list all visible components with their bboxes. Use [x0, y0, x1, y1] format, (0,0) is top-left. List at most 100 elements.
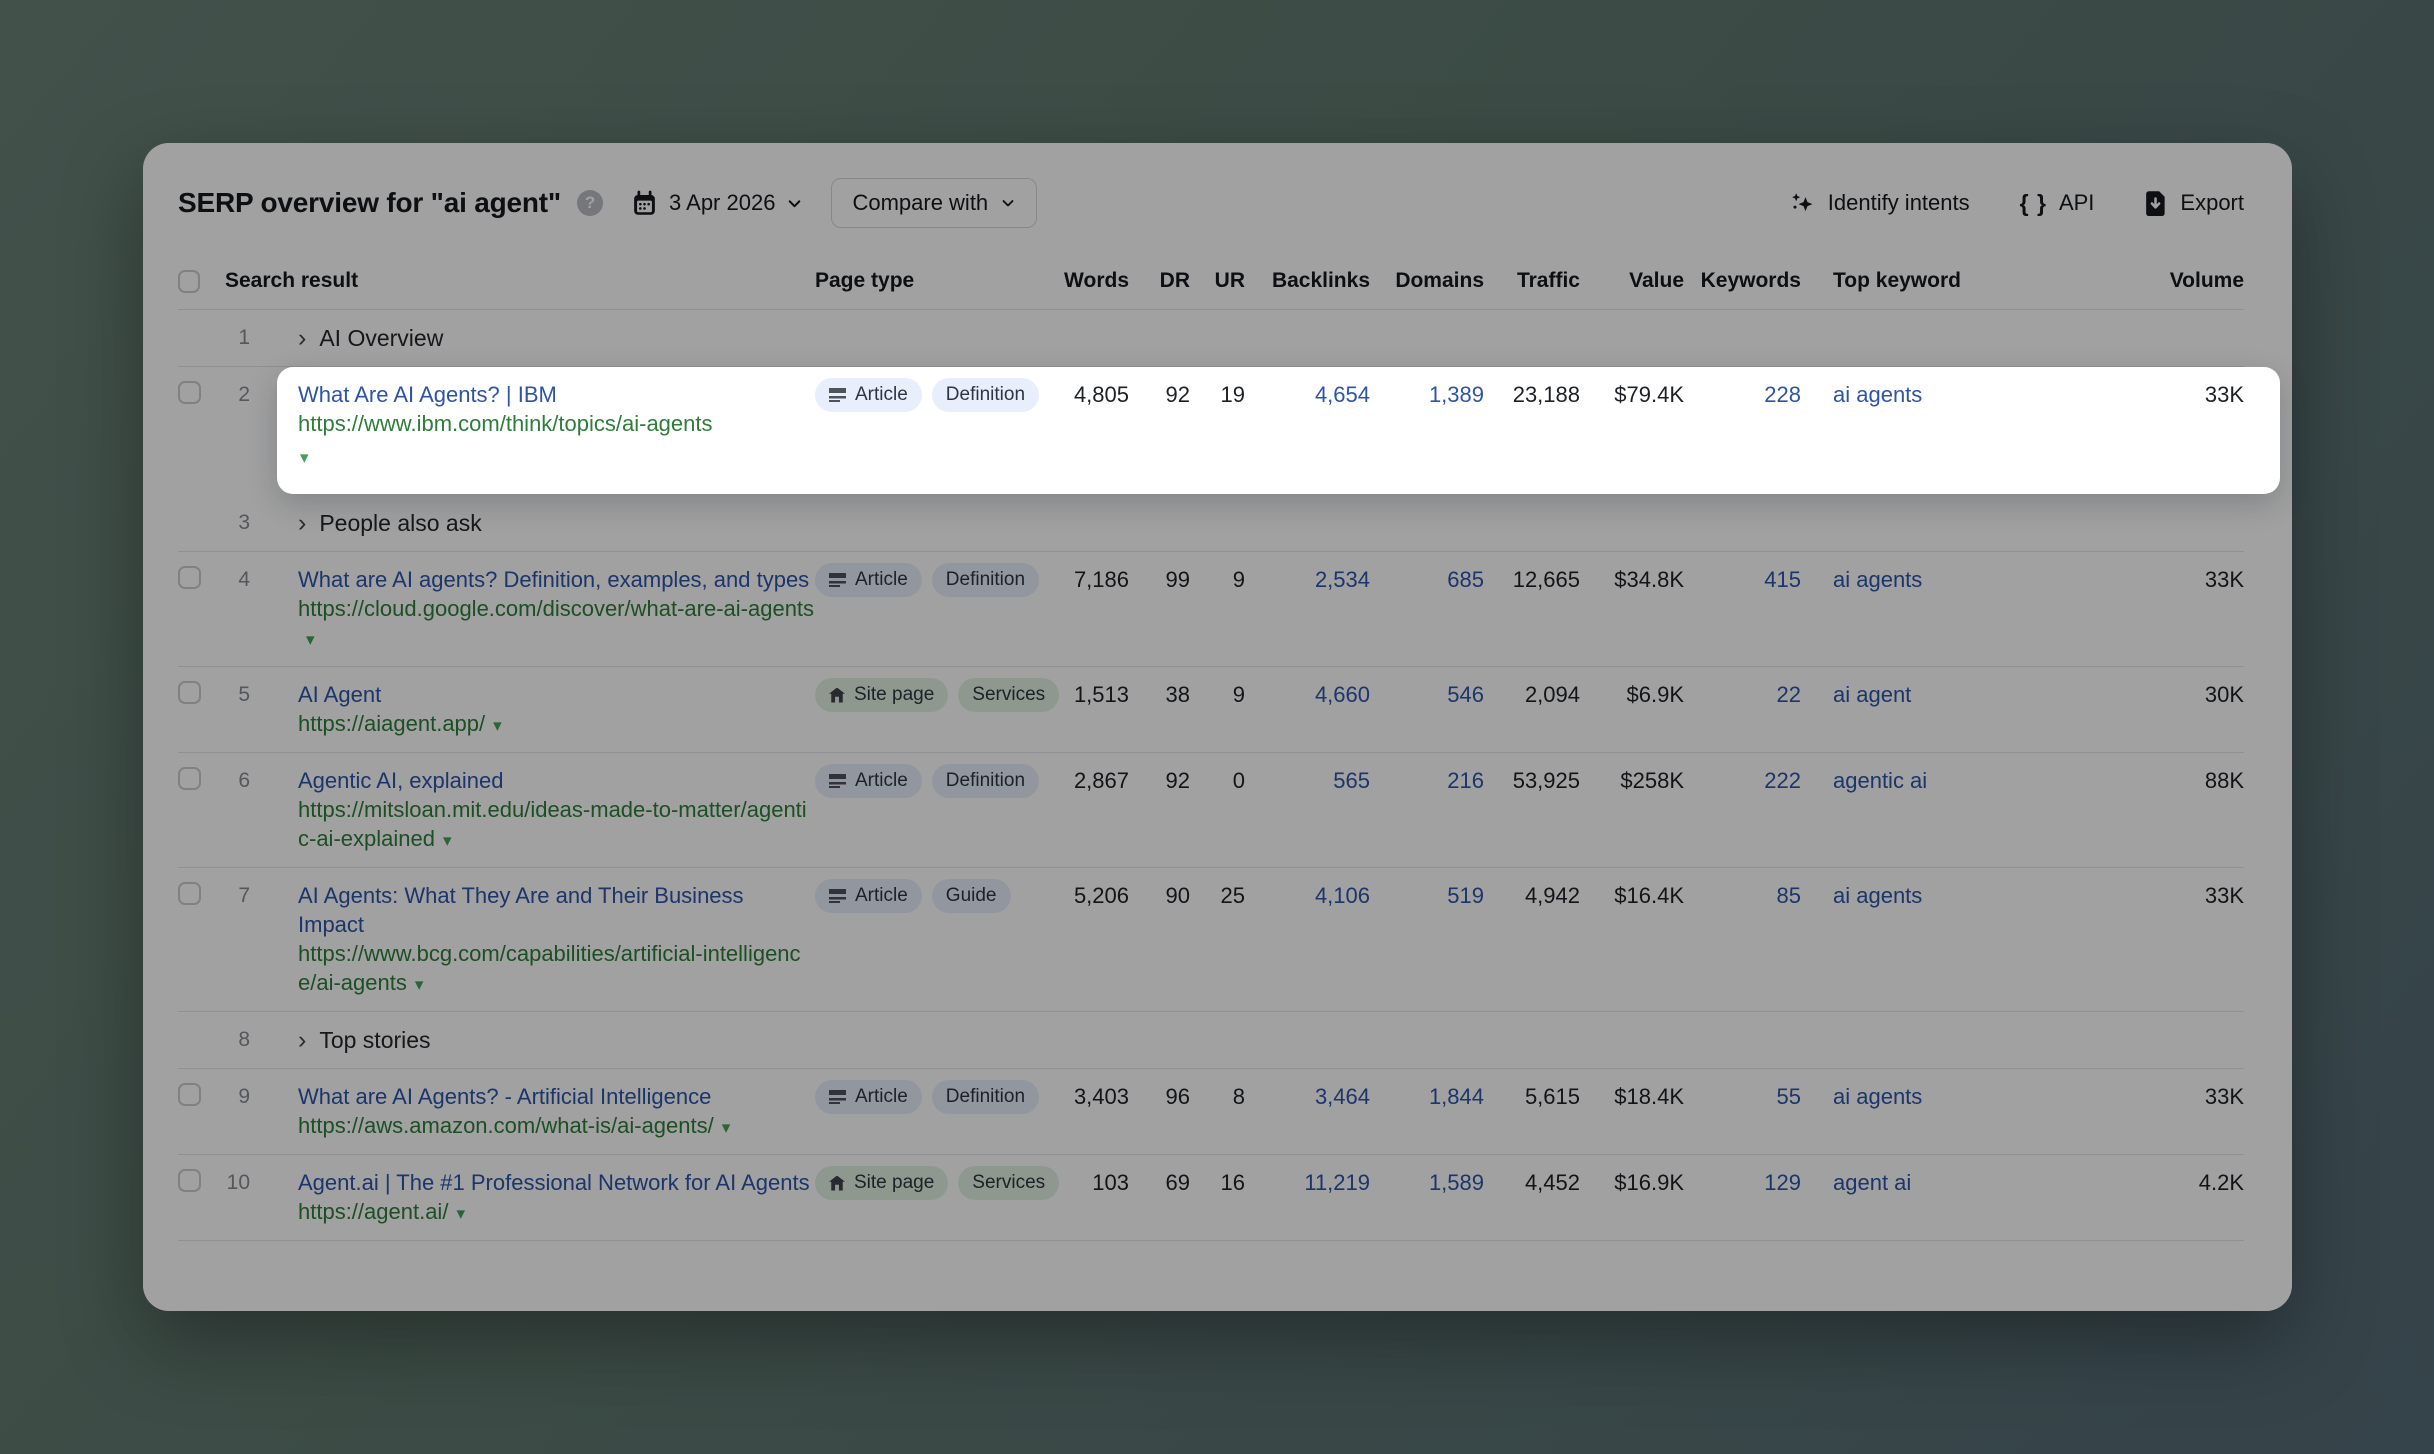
col-keywords[interactable]: Keywords: [1700, 269, 1801, 292]
top-keyword-link[interactable]: ai agents: [1833, 883, 1923, 908]
row-checkbox[interactable]: [178, 1083, 201, 1106]
select-all-checkbox[interactable]: [178, 269, 200, 293]
url-dropdown-caret-icon[interactable]: [298, 441, 815, 472]
dr-cell: 90: [1165, 883, 1190, 908]
ur-cell: 16: [1220, 1170, 1245, 1195]
result-title-link[interactable]: Agentic AI, explained: [298, 768, 504, 793]
value-cell: $79.4K: [1614, 382, 1684, 407]
domains-link[interactable]: 685: [1447, 567, 1484, 592]
volume-cell: 33K: [2204, 382, 2244, 407]
keywords-link[interactable]: 222: [1764, 768, 1801, 793]
keywords-link[interactable]: 55: [1776, 1084, 1801, 1109]
export-label: Export: [2180, 190, 2244, 215]
url-dropdown-caret-icon[interactable]: [435, 826, 452, 851]
backlinks-link[interactable]: 3,464: [1314, 1084, 1370, 1109]
backlinks-link[interactable]: 4,660: [1314, 682, 1370, 707]
row-checkbox[interactable]: [178, 381, 201, 404]
domains-link[interactable]: 1,589: [1428, 1170, 1484, 1195]
ur-cell: 19: [1220, 382, 1245, 407]
page-type-badge: Article: [815, 563, 922, 597]
row-position: 6: [238, 769, 250, 792]
col-volume[interactable]: Volume: [2169, 269, 2244, 292]
page-type-badge-label: Definition: [945, 770, 1026, 791]
row-checkbox[interactable]: [178, 681, 201, 704]
result-title-link[interactable]: AI Agent: [298, 682, 382, 707]
expand-chevron-icon[interactable]: [298, 324, 306, 353]
col-dr[interactable]: DR: [1159, 269, 1190, 292]
top-keyword-link[interactable]: agent ai: [1833, 1170, 1912, 1195]
backlinks-link[interactable]: 2,534: [1314, 567, 1370, 592]
page-type-badge: Services: [958, 678, 1060, 712]
braces-icon: [2020, 190, 2047, 217]
domains-link[interactable]: 1,389: [1428, 382, 1484, 407]
keywords-link[interactable]: 85: [1776, 883, 1801, 908]
keywords-link[interactable]: 129: [1764, 1170, 1801, 1195]
domains-link[interactable]: 1,844: [1428, 1084, 1484, 1109]
compare-with-button[interactable]: Compare with: [831, 178, 1038, 228]
page-type-badge-label: Definition: [945, 384, 1026, 405]
page-type-cell: Article Definition: [815, 552, 1040, 666]
expand-chevron-icon[interactable]: [298, 1026, 306, 1055]
api-button[interactable]: API: [2020, 190, 2094, 217]
url-dropdown-caret-icon[interactable]: [448, 1199, 465, 1224]
row-checkbox[interactable]: [178, 767, 201, 790]
col-top-keyword[interactable]: Top keyword: [1833, 269, 1961, 292]
url-dropdown-caret-icon[interactable]: [407, 970, 424, 995]
row-content: What are AI Agents? - Artificial Intelli…: [250, 1069, 2244, 1154]
result-title-link[interactable]: AI Agents: What They Are and Their Busin…: [298, 883, 744, 937]
url-dropdown-caret-icon[interactable]: [714, 1113, 731, 1138]
col-backlinks[interactable]: Backlinks: [1271, 269, 1370, 292]
row-checkbox[interactable]: [178, 882, 201, 905]
col-words[interactable]: Words: [1064, 269, 1129, 292]
result-title-link[interactable]: What are AI agents? Definition, examples…: [298, 567, 810, 592]
identify-intents-button[interactable]: Identify intents: [1788, 189, 1970, 217]
top-keyword-link[interactable]: ai agents: [1833, 567, 1923, 592]
col-traffic[interactable]: Traffic: [1516, 269, 1580, 292]
expand-chevron-icon[interactable]: [298, 509, 306, 538]
keywords-link[interactable]: 228: [1764, 382, 1801, 407]
backlinks-link[interactable]: 11,219: [1304, 1170, 1370, 1195]
domains-link[interactable]: 519: [1447, 883, 1484, 908]
backlinks-link[interactable]: 4,654: [1314, 382, 1370, 407]
col-page-type[interactable]: Page type: [815, 269, 915, 292]
identify-intents-label: Identify intents: [1827, 190, 1970, 215]
words-cell: 5,206: [1073, 883, 1129, 908]
domains-link[interactable]: 216: [1447, 768, 1484, 793]
col-value[interactable]: Value: [1629, 269, 1684, 292]
keywords-link[interactable]: 415: [1764, 567, 1801, 592]
result-title-link[interactable]: What are AI Agents? - Artificial Intelli…: [298, 1084, 712, 1109]
top-keyword-link[interactable]: ai agents: [1833, 1084, 1923, 1109]
row-content: AI Agents: What They Are and Their Busin…: [250, 868, 2244, 1011]
export-button[interactable]: Export: [2144, 190, 2244, 217]
house-icon: [829, 687, 845, 703]
backlinks-link[interactable]: 4,106: [1314, 883, 1370, 908]
page-type-cell: Article Definition: [815, 753, 1040, 867]
serp-overview-modal: SERP overview for "ai agent" 3 Apr 2026: [143, 143, 2292, 1311]
top-keyword-link[interactable]: agentic ai: [1833, 768, 1928, 793]
row-checkbox[interactable]: [178, 566, 201, 589]
row-position: 10: [226, 1171, 250, 1194]
col-domains[interactable]: Domains: [1395, 269, 1484, 292]
top-keyword-link[interactable]: ai agent: [1833, 682, 1912, 707]
ur-cell: 9: [1232, 682, 1245, 707]
date-picker[interactable]: 3 Apr 2026: [631, 190, 803, 217]
col-search-result[interactable]: Search result: [225, 269, 359, 292]
col-ur[interactable]: UR: [1214, 269, 1245, 292]
result-title-link[interactable]: What Are AI Agents? | IBM: [298, 382, 557, 407]
help-icon[interactable]: [577, 190, 604, 216]
page-type-cell: Article Definition: [815, 367, 1040, 484]
row-checkbox[interactable]: [178, 1169, 201, 1192]
domains-link[interactable]: 546: [1447, 682, 1484, 707]
top-keyword-link[interactable]: ai agents: [1833, 382, 1923, 407]
search-result-cell: AI Agent https://aiagent.app/: [298, 667, 815, 752]
volume-cell: 4.2K: [2198, 1170, 2244, 1195]
keywords-link[interactable]: 22: [1776, 682, 1801, 707]
dr-cell: 92: [1165, 382, 1190, 407]
table-row: 6 Agentic AI, explained https://mitsloan…: [178, 753, 2244, 868]
result-url: https://cloud.google.com/discover/what-a…: [298, 596, 815, 621]
url-dropdown-caret-icon[interactable]: [298, 625, 315, 650]
ur-cell: 25: [1220, 883, 1245, 908]
backlinks-link[interactable]: 565: [1333, 768, 1370, 793]
url-dropdown-caret-icon[interactable]: [485, 711, 502, 736]
result-title-link[interactable]: Agent.ai | The #1 Professional Network f…: [298, 1170, 810, 1195]
